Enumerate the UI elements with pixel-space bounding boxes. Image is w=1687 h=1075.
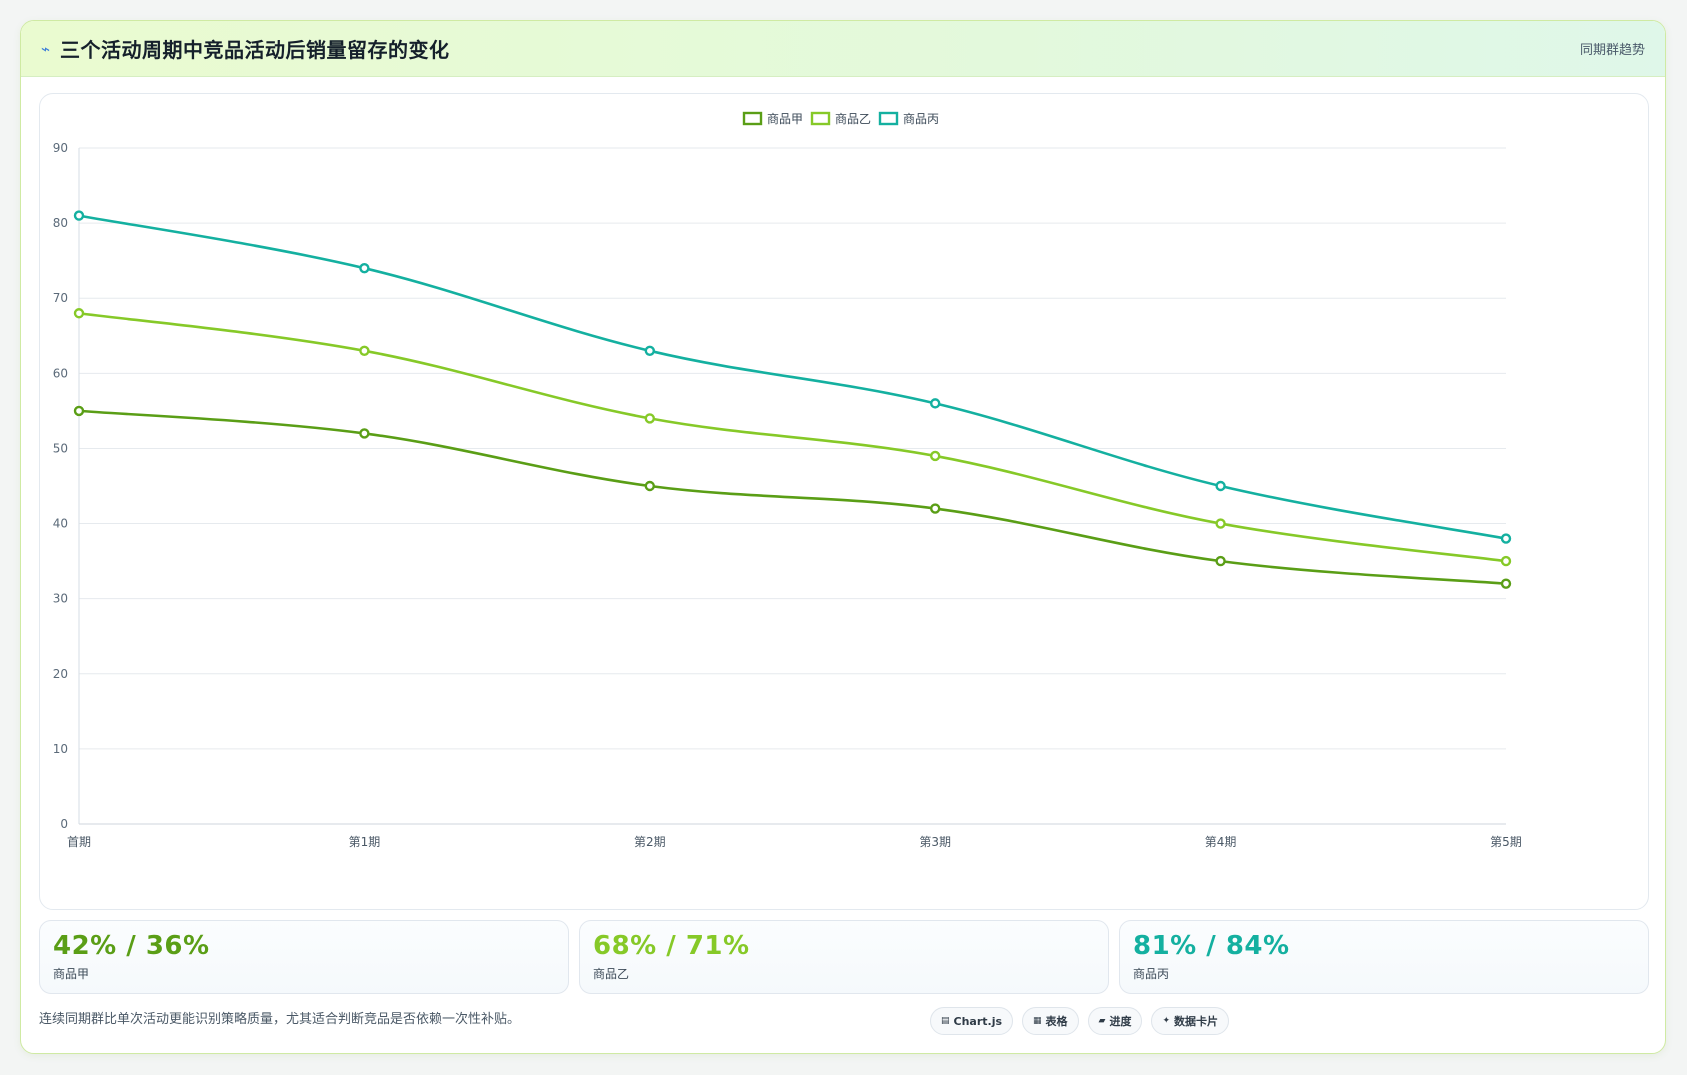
data-point bbox=[1500, 533, 1512, 544]
x-tick-label: 第1期 bbox=[349, 835, 381, 849]
footer-note: 连续同期群比单次活动更能识别策略质量，尤其适合判断竞品是否依赖一次性补贴。 bbox=[39, 1012, 521, 1027]
x-tick-label: 第2期 bbox=[634, 835, 666, 849]
y-tick-label: 10 bbox=[53, 742, 68, 756]
chip-label: 进度 bbox=[1109, 1015, 1132, 1028]
data-point bbox=[1215, 480, 1226, 492]
series-line-2 bbox=[78, 214, 1507, 540]
legend-swatch bbox=[810, 111, 831, 126]
y-tick-label: 50 bbox=[53, 441, 68, 455]
y-tick-label: 60 bbox=[53, 366, 68, 380]
stat-label: 商品丙 bbox=[1133, 967, 1170, 981]
data-point bbox=[1215, 518, 1226, 529]
chart-area: 0 10 20 30 40 50 60 70 80 90 首期 第1期 第2期 第3期 第4期 第5期 商品甲 商… bbox=[39, 93, 1649, 910]
data-point bbox=[1215, 555, 1226, 567]
data-point bbox=[930, 503, 941, 514]
data-point bbox=[359, 345, 370, 356]
stat-card-b: 68% / 71% 商品乙 bbox=[579, 920, 1109, 994]
card-title: 三个活动周期中竞品活动后销量留存的变化 bbox=[60, 38, 450, 62]
stat-label: 商品乙 bbox=[593, 967, 630, 981]
y-tick-label: 20 bbox=[53, 667, 68, 681]
chip-label: 数据卡片 bbox=[1174, 1015, 1219, 1028]
x-tick-label: 第4期 bbox=[1205, 835, 1237, 849]
card-header: ⌁ 三个活动周期中竞品活动后销量留存的变化 同期群趋势 bbox=[21, 21, 1665, 77]
stat-value: 42% / 36% bbox=[53, 931, 210, 961]
lightning-icon: ⌁ bbox=[41, 39, 51, 58]
y-tick-label: 90 bbox=[53, 141, 68, 155]
chip-label: 表格 bbox=[1045, 1015, 1068, 1028]
table-icon: ▦ bbox=[1033, 1016, 1042, 1026]
data-point bbox=[73, 308, 85, 319]
chip-data-card[interactable]: ✦ 数据卡片 bbox=[1151, 1007, 1230, 1035]
chip-progress[interactable]: ▰ 进度 bbox=[1087, 1007, 1143, 1035]
y-tick-label: 80 bbox=[53, 216, 68, 230]
y-tick-label: 0 bbox=[60, 817, 68, 831]
series-line-0 bbox=[78, 409, 1507, 585]
y-tick-label: 40 bbox=[53, 517, 68, 531]
data-point bbox=[359, 262, 370, 274]
legend-label: 商品丙 bbox=[903, 111, 939, 126]
data-point bbox=[644, 345, 655, 356]
y-tick-label: 30 bbox=[53, 592, 68, 606]
data-point bbox=[644, 480, 655, 492]
chart-icon: ▤ bbox=[941, 1016, 950, 1026]
series-line-1 bbox=[78, 311, 1507, 563]
legend-label: 商品甲 bbox=[767, 111, 803, 126]
stat-card-c: 81% / 84% 商品丙 bbox=[1119, 920, 1649, 994]
data-point bbox=[930, 450, 941, 462]
stat-card-a: 42% / 36% 商品甲 bbox=[39, 920, 569, 994]
y-tick-label: 70 bbox=[53, 291, 68, 305]
legend-swatch bbox=[742, 111, 763, 126]
stat-label: 商品甲 bbox=[53, 967, 90, 981]
chip-label: Chart.js bbox=[953, 1014, 1003, 1028]
data-point bbox=[930, 398, 941, 409]
stat-value: 81% / 84% bbox=[1133, 931, 1290, 961]
tool-chips: ▤ Chart.js ▦ 表格 ▰ 进度 ✦ 数据卡片 bbox=[930, 1007, 1230, 1035]
progress-icon: ▰ bbox=[1098, 1016, 1106, 1026]
legend-label: 商品乙 bbox=[835, 111, 871, 126]
data-point bbox=[644, 413, 655, 424]
legend-swatch bbox=[878, 111, 899, 126]
data-point bbox=[73, 210, 85, 221]
chip-chartjs[interactable]: ▤ Chart.js bbox=[930, 1007, 1014, 1035]
data-point bbox=[1500, 578, 1512, 589]
x-tick-label: 第5期 bbox=[1490, 835, 1522, 849]
sparkle-icon: ✦ bbox=[1162, 1016, 1171, 1026]
data-point bbox=[359, 428, 370, 439]
trend-tag: 同期群趋势 bbox=[1579, 43, 1645, 58]
data-point bbox=[73, 405, 85, 417]
x-tick-label: 首期 bbox=[67, 835, 91, 849]
chip-table[interactable]: ▦ 表格 bbox=[1022, 1007, 1079, 1035]
stat-value: 68% / 71% bbox=[593, 931, 750, 961]
line-chart: 0 10 20 30 40 50 60 70 80 90 首期 第1期 第2期 第3期 第4期 第5期 商品甲 商… bbox=[53, 111, 1522, 849]
chart-card: ⌁ 三个活动周期中竞品活动后销量留存的变化 同期群趋势 0 10 20 30 40 50 6… bbox=[20, 20, 1666, 1054]
data-point bbox=[1500, 555, 1512, 567]
x-tick-label: 第3期 bbox=[919, 835, 951, 849]
